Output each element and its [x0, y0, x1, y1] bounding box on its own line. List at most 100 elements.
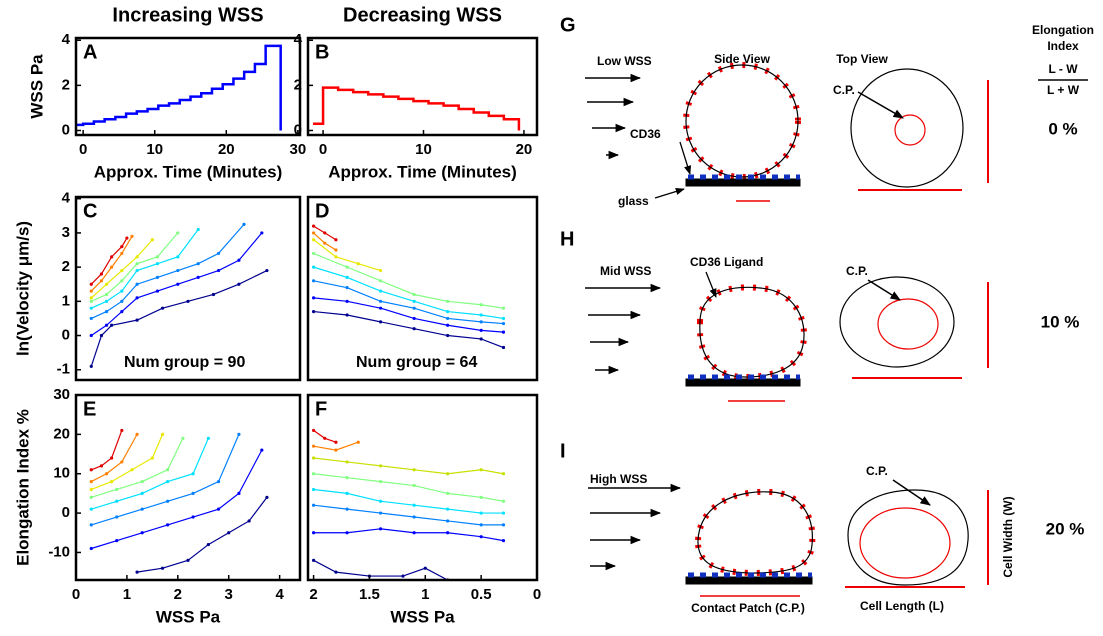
pointer: [654, 187, 685, 199]
point: [89, 316, 93, 321]
point: [356, 262, 360, 266]
receptor-label: CD36: [630, 127, 661, 141]
point: [311, 296, 316, 300]
point: [160, 432, 165, 436]
point: [176, 282, 180, 286]
point: [176, 231, 180, 235]
point: [323, 436, 327, 440]
point: [479, 511, 483, 515]
point: [135, 255, 139, 259]
plot-frame: [74, 393, 302, 582]
point: [379, 511, 383, 515]
cell: [697, 491, 813, 574]
point: [345, 265, 349, 269]
panel-label: E: [83, 398, 96, 420]
point: [206, 436, 210, 440]
width-label: Cell Width (W): [1001, 496, 1015, 577]
point: [104, 323, 109, 327]
point: [345, 476, 349, 480]
cell-top: [850, 68, 964, 188]
series-line: [91, 223, 245, 319]
x-tick-label: 1: [123, 586, 131, 603]
point: [501, 306, 506, 310]
point: [135, 432, 139, 436]
y-tick-label: 2: [294, 76, 302, 93]
x-tick-label: 2: [309, 586, 317, 603]
surface-label: glass: [618, 194, 649, 208]
point: [501, 345, 506, 350]
point: [311, 251, 316, 256]
y-tick-label: 0: [62, 121, 70, 138]
point: [216, 479, 221, 484]
point: [237, 432, 241, 436]
chart-title: Decreasing WSS: [343, 4, 502, 26]
glass: [685, 378, 801, 387]
point: [89, 306, 93, 310]
index-value: 0 %: [1048, 119, 1077, 138]
series-line: [91, 438, 209, 510]
flow-arrows: [585, 283, 662, 375]
point: [104, 472, 109, 476]
point: [379, 299, 383, 303]
point: [196, 275, 200, 279]
point: [120, 289, 124, 293]
flow-label: Mid WSS: [600, 264, 651, 278]
point: [260, 231, 264, 235]
point: [479, 320, 483, 324]
denominator: L + W: [1047, 83, 1080, 97]
point: [135, 296, 139, 300]
glass: [685, 178, 801, 187]
y-tick-label: 20: [53, 425, 70, 442]
panel-label: F: [315, 398, 327, 420]
x-tick-label: 2: [174, 586, 182, 603]
point: [311, 309, 316, 314]
plot: [313, 86, 521, 131]
cp-label: C.P.: [846, 264, 868, 278]
series-line: [313, 239, 381, 272]
point: [379, 279, 383, 283]
point: [155, 262, 160, 266]
cell-top: [847, 489, 969, 586]
point: [311, 456, 316, 460]
plot: [311, 428, 506, 580]
point: [423, 566, 427, 570]
y-tick-label: 2: [62, 76, 70, 93]
point: [242, 222, 246, 226]
point: [186, 299, 190, 303]
point: [89, 487, 93, 492]
series-line: [90, 237, 128, 285]
point: [345, 507, 349, 511]
point: [99, 272, 104, 276]
point: [479, 523, 483, 527]
point: [247, 519, 251, 523]
point: [89, 507, 93, 511]
point: [99, 279, 104, 283]
point: [323, 231, 327, 235]
point: [479, 328, 483, 333]
point: [140, 479, 144, 484]
point: [140, 507, 144, 511]
point: [311, 231, 316, 235]
point: [135, 318, 139, 322]
x-tick-label: 10: [146, 141, 163, 158]
point: [412, 327, 416, 331]
point: [227, 531, 231, 535]
point: [379, 320, 383, 324]
cell: [699, 286, 805, 378]
series-line: [90, 434, 138, 483]
point: [479, 535, 483, 539]
y-tick-label: 3: [62, 224, 70, 241]
point: [412, 306, 416, 310]
point: [216, 507, 221, 511]
plot: [311, 224, 506, 350]
y-tick-label: 0: [62, 327, 70, 344]
x-tick-label: 0: [533, 586, 541, 603]
point: [446, 323, 450, 327]
point: [345, 286, 349, 290]
top-view-title: Top View: [836, 52, 888, 66]
y-tick-label: 4: [62, 190, 71, 207]
point: [206, 542, 210, 547]
point: [125, 236, 129, 240]
point: [356, 440, 360, 444]
